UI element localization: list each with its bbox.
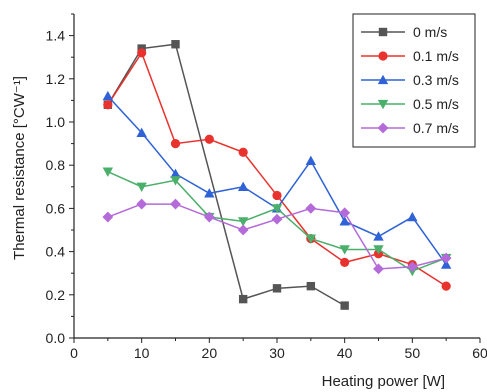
- data-point: [305, 203, 317, 214]
- data-point: [137, 48, 147, 58]
- data-point: [237, 181, 249, 191]
- data-point: [238, 294, 248, 304]
- data-point: [103, 100, 113, 110]
- plot-series: [102, 40, 452, 310]
- legend: 0 m/s 0.1 m/s 0.3 m/s 0.5 m/s 0.7 m/s: [352, 13, 476, 148]
- data-point: [272, 190, 282, 201]
- x-tick-label: 50: [405, 345, 421, 361]
- data-point: [339, 207, 351, 219]
- legend-label: 0 m/s: [413, 24, 447, 40]
- data-point: [237, 217, 249, 227]
- data-point: [170, 176, 181, 186]
- data-point: [170, 168, 181, 178]
- y-tick-label: 1.2: [46, 71, 66, 87]
- data-point: [305, 155, 317, 166]
- data-point: [237, 224, 249, 236]
- data-point: [407, 211, 418, 222]
- data-point: [373, 263, 384, 275]
- data-point: [339, 216, 350, 226]
- y-tick-label: 0.2: [46, 287, 66, 303]
- data-point: [340, 257, 350, 267]
- data-point: [339, 245, 350, 255]
- y-tick-label: 0.0: [46, 330, 66, 346]
- y-tick-label: 0.4: [46, 244, 66, 260]
- legend-label: 0.7 m/s: [413, 120, 459, 136]
- x-tick-label: 0: [70, 345, 78, 361]
- y-tick-label: 1.4: [46, 28, 66, 44]
- series-4: [102, 198, 452, 275]
- data-point: [102, 211, 114, 223]
- legend-marker: [377, 74, 389, 85]
- data-point: [102, 90, 114, 101]
- series-0: [103, 40, 349, 310]
- y-tick-label: 0.8: [46, 157, 66, 173]
- data-point: [440, 259, 452, 269]
- data-point: [272, 284, 282, 293]
- x-axis-label: Heating power [W]: [322, 373, 445, 390]
- x-tick-label: 40: [337, 345, 353, 361]
- data-point: [306, 281, 316, 291]
- y-axis-label: Thermal resistance [°CW⁻¹]: [11, 76, 28, 260]
- data-point: [203, 211, 215, 223]
- data-point: [171, 40, 180, 49]
- data-point: [440, 252, 452, 264]
- data-point: [204, 134, 214, 144]
- data-point: [406, 261, 418, 273]
- series-line: [107, 43, 346, 307]
- legend-marker: [378, 51, 388, 61]
- x-tick-label: 30: [269, 345, 285, 361]
- data-point: [373, 245, 384, 255]
- legend-label: 0.1 m/s: [413, 48, 459, 64]
- legend-marker: [377, 122, 389, 134]
- x-tick-label: 10: [134, 345, 150, 361]
- x-tick-label: 20: [202, 345, 218, 361]
- data-point: [170, 198, 181, 210]
- legend-label: 0.3 m/s: [413, 72, 459, 88]
- data-point: [373, 231, 384, 241]
- data-point: [102, 167, 114, 177]
- data-point: [305, 234, 317, 244]
- data-point: [441, 281, 451, 291]
- y-tick-label: 1.0: [46, 114, 66, 130]
- data-point: [340, 301, 349, 310]
- legend-marker: [377, 99, 389, 110]
- data-point: [238, 147, 248, 157]
- legend-marker: [378, 27, 388, 37]
- data-point: [271, 204, 283, 214]
- x-tick-label: 60: [472, 345, 487, 361]
- data-point: [136, 182, 147, 192]
- data-point: [170, 139, 181, 149]
- data-point: [271, 213, 283, 225]
- legend-label: 0.5 m/s: [413, 96, 459, 112]
- data-point: [136, 127, 147, 137]
- axes: 0 10 20 30 40 50 60 0.0 0.2 0.4 0.6 0.8 1.0 1.2 1.4: [46, 13, 487, 361]
- y-tick-label: 0.6: [46, 200, 66, 216]
- data-point: [136, 198, 148, 210]
- data-point: [204, 188, 215, 198]
